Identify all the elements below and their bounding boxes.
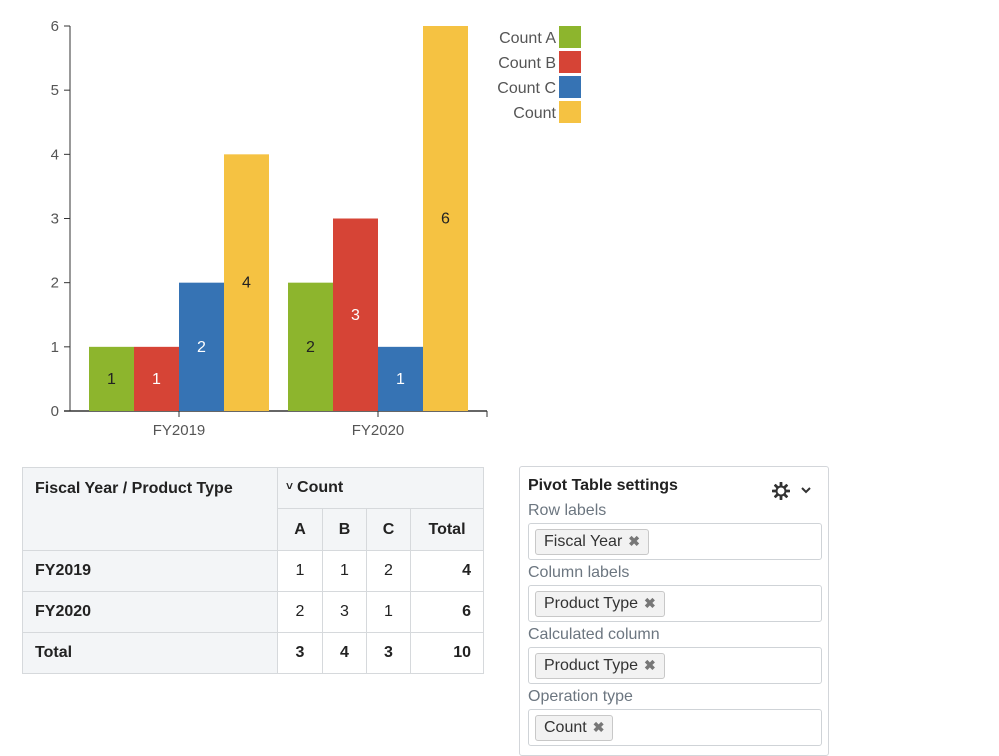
settings-title: Pivot Table settings <box>528 477 678 494</box>
row-label: Total <box>22 632 278 674</box>
legend-swatch <box>559 51 581 73</box>
count-header-label: Count <box>297 479 344 496</box>
row-labels-label: Row labels <box>528 502 607 519</box>
table-cell: 3 <box>322 591 367 633</box>
row-label: FY2019 <box>22 550 278 592</box>
fiscal-year-chip: Fiscal Year ✖ <box>535 529 649 555</box>
column-header-b: B <box>322 508 367 551</box>
bar-chart: 0 1 2 3 4 5 6 1 1 2 4 FY2019 2 3 1 6 FY2020 Count A Count … <box>51 18 581 439</box>
calculated-column-field[interactable]: Product Type ✖ <box>528 647 822 684</box>
chip-label: Count <box>544 719 587 736</box>
chevron-down-icon[interactable]: ˅ <box>286 479 294 493</box>
product-type-chip: Product Type ✖ <box>535 653 665 679</box>
table-row: FY2020 2 3 1 6 <box>22 591 484 633</box>
column-header-a: A <box>277 508 323 551</box>
bar-value-label: 1 <box>396 371 405 388</box>
bar <box>333 218 378 411</box>
column-labels-label: Column labels <box>528 564 630 581</box>
legend-label: Count A <box>499 30 556 47</box>
legend-label: Count C <box>497 80 556 97</box>
gear-icon[interactable] <box>771 481 791 501</box>
calculated-column-label: Calculated column <box>528 626 660 643</box>
x-tick-label: FY2020 <box>352 422 405 439</box>
count-chip: Count ✖ <box>535 715 614 741</box>
chip-label: Fiscal Year <box>544 533 623 550</box>
chip-label: Product Type <box>544 657 638 674</box>
row-total-cell: 6 <box>410 591 484 633</box>
chevron-down-icon[interactable] <box>800 484 812 496</box>
remove-icon[interactable]: ✖ <box>643 657 656 673</box>
y-tick-label: 4 <box>51 146 59 163</box>
table-cell: 3 <box>277 632 323 674</box>
column-header-c: C <box>366 508 411 551</box>
remove-icon[interactable]: ✖ <box>592 719 605 735</box>
row-total-cell: 4 <box>410 550 484 592</box>
total-row: Total 3 4 3 10 <box>22 632 484 674</box>
bar-value-label: 2 <box>197 339 206 356</box>
count-column-header[interactable]: ˅ Count <box>277 467 484 509</box>
y-tick-label: 3 <box>51 211 59 228</box>
table-cell: 3 <box>366 632 411 674</box>
legend-swatch <box>559 101 581 123</box>
table-cell: 1 <box>322 550 367 592</box>
table-cell: 2 <box>366 550 411 592</box>
pivot-table: Fiscal Year / Product Type ˅ Count A B C … <box>22 467 484 674</box>
remove-icon[interactable]: ✖ <box>628 533 640 549</box>
bar-value-label: 2 <box>306 339 315 356</box>
bar <box>134 346 179 411</box>
y-tick-label: 5 <box>51 82 59 99</box>
operation-type-label: Operation type <box>528 688 633 705</box>
grand-total-cell: 10 <box>410 632 484 674</box>
bar <box>224 154 269 412</box>
table-cell: 1 <box>277 550 323 592</box>
legend-label: Count B <box>498 55 556 72</box>
bar-value-label: 1 <box>152 371 161 388</box>
legend-swatch <box>559 26 581 48</box>
bar-value-label: 3 <box>351 307 360 324</box>
table-row: FY2019 1 1 2 4 <box>22 550 484 592</box>
y-tick-label: 1 <box>51 339 59 356</box>
bar <box>89 346 134 411</box>
column-header-total: Total <box>410 508 484 551</box>
bar-value-label: 6 <box>441 211 450 228</box>
bar <box>378 346 423 411</box>
table-cell: 2 <box>277 591 323 633</box>
legend-label: Count <box>513 105 556 122</box>
bar <box>423 26 468 411</box>
pivot-corner-header: Fiscal Year / Product Type <box>22 467 278 551</box>
bar-value-label: 1 <box>107 371 116 388</box>
operation-type-field[interactable]: Count ✖ <box>528 709 822 746</box>
bar-value-label: 4 <box>242 275 251 292</box>
column-labels-field[interactable]: Product Type ✖ <box>528 585 822 622</box>
row-label: FY2020 <box>22 591 278 633</box>
bar <box>179 282 224 411</box>
remove-icon[interactable]: ✖ <box>643 595 656 611</box>
product-type-chip: Product Type ✖ <box>535 591 665 617</box>
y-tick-label: 0 <box>51 403 59 420</box>
table-cell: 4 <box>322 632 367 674</box>
legend-swatch <box>559 76 581 98</box>
pivot-settings-panel: Pivot Table settings Row labels Fiscal Y… <box>519 466 829 756</box>
x-tick-label: FY2019 <box>153 422 206 439</box>
chip-label: Product Type <box>544 595 638 612</box>
y-tick-label: 6 <box>51 18 59 35</box>
table-cell: 1 <box>366 591 411 633</box>
y-tick-label: 2 <box>51 275 59 292</box>
row-labels-field[interactable]: Fiscal Year ✖ <box>528 523 822 560</box>
bar <box>288 282 333 411</box>
